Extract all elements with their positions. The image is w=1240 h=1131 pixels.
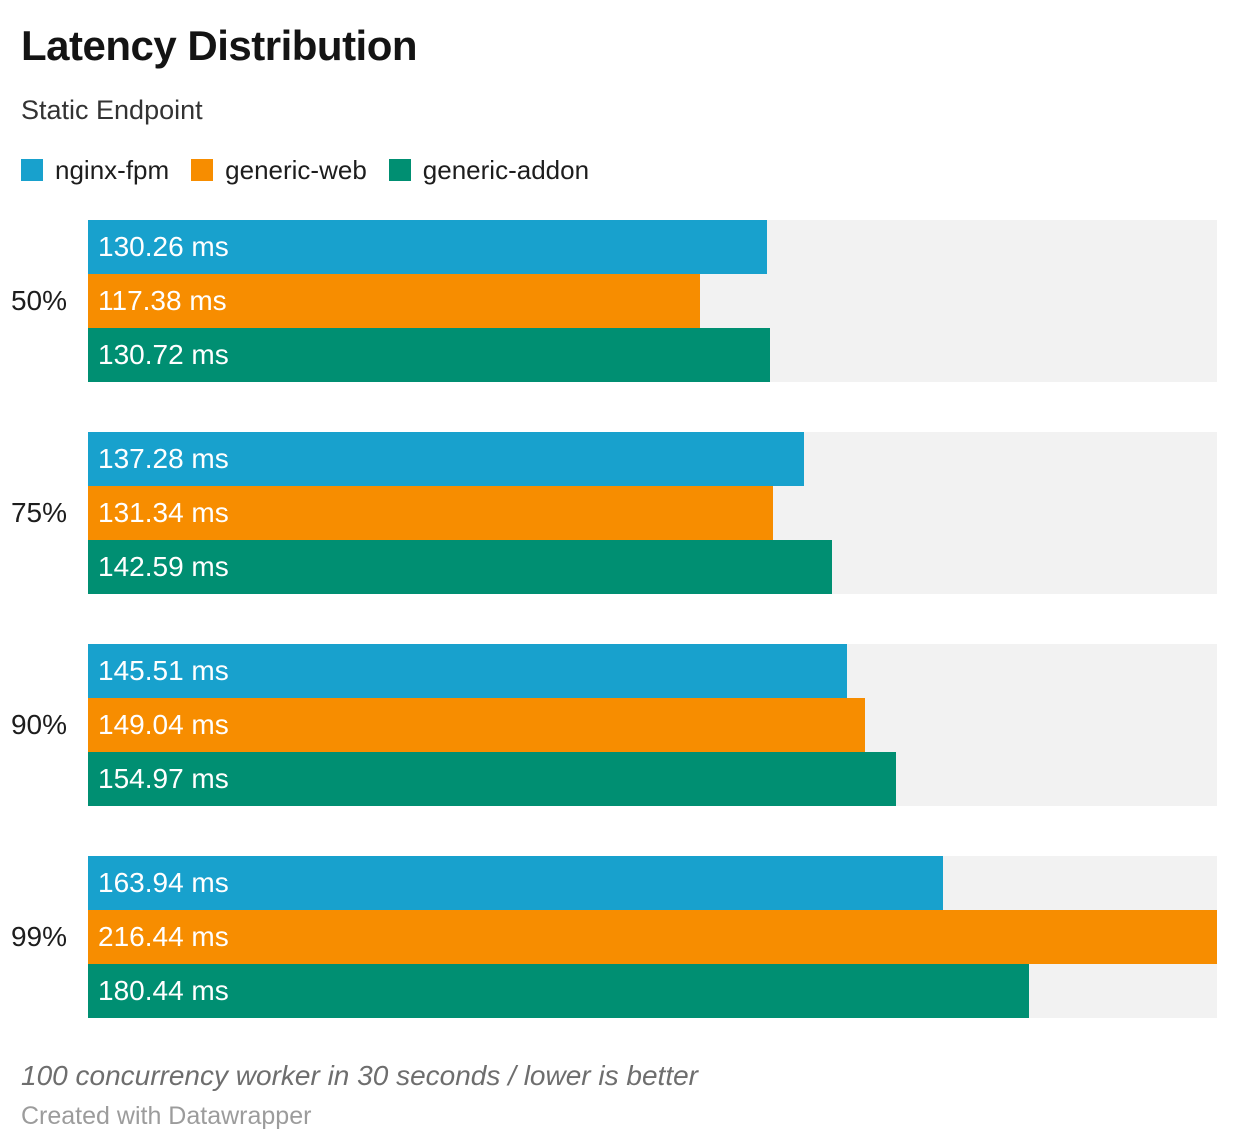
bar-value-label: 117.38 ms xyxy=(98,284,227,316)
bar-value-label: 180.44 ms xyxy=(98,974,229,1006)
bar-track-block: 145.51 ms 149.04 ms 154.97 ms xyxy=(88,643,1217,806)
bar-value-label: 142.59 ms xyxy=(98,550,229,582)
category-label: 90% xyxy=(11,709,88,741)
legend-label: nginx-fpm xyxy=(55,154,170,185)
chart-subtitle: Static Endpoint xyxy=(21,95,203,126)
bar-value-label: 149.04 ms xyxy=(98,708,229,740)
bar-generic-web: 216.44 ms xyxy=(88,909,1217,964)
bar-generic-web: 131.34 ms xyxy=(88,485,774,540)
bar-value-label: 130.26 ms xyxy=(98,230,229,262)
legend: nginx-fpm generic-web generic-addon xyxy=(21,155,1217,186)
percentile-group: 75% 137.28 ms 131.34 ms 142.59 ms xyxy=(11,431,1217,594)
bar-track: 142.59 ms xyxy=(88,539,1217,594)
bar-track: 154.97 ms xyxy=(88,751,1217,806)
bar-track: 131.34 ms xyxy=(88,485,1217,540)
bar-generic-addon: 180.44 ms xyxy=(88,963,1030,1018)
bar-value-label: 145.51 ms xyxy=(98,654,229,686)
legend-item: generic-web xyxy=(191,155,367,186)
bar-generic-web: 117.38 ms xyxy=(88,273,701,328)
bar-chart: 50% 130.26 ms 117.38 ms 130.72 ms 75% 137.28 … xyxy=(11,219,1217,1018)
footnote: 100 concurrency worker in 30 seconds / l… xyxy=(21,1059,698,1091)
bar-track: 130.26 ms xyxy=(88,219,1217,274)
bar-nginx-fpm: 163.94 ms xyxy=(88,855,944,910)
bar-track: 137.28 ms xyxy=(88,431,1217,486)
bar-value-label: 216.44 ms xyxy=(98,920,229,952)
category-label-text: 99% xyxy=(10,920,67,952)
category-label-text: 90% xyxy=(10,708,67,740)
bar-generic-addon: 142.59 ms xyxy=(88,539,832,594)
category-label: 99% xyxy=(11,921,88,953)
legend-item: nginx-fpm xyxy=(21,155,169,186)
bar-generic-web: 149.04 ms xyxy=(88,697,866,752)
percentile-group: 99% 163.94 ms 216.44 ms 180.44 ms xyxy=(11,855,1217,1018)
bar-track: 130.72 ms xyxy=(88,327,1217,382)
bar-value-label: 130.72 ms xyxy=(98,338,229,370)
chart-title: Latency Distribution xyxy=(21,22,418,69)
bar-track: 117.38 ms xyxy=(88,273,1217,328)
bar-value-label: 137.28 ms xyxy=(98,442,229,474)
legend-item: generic-addon xyxy=(388,154,590,186)
legend-swatch-icon xyxy=(388,159,411,182)
bar-track-block: 130.26 ms 117.38 ms 130.72 ms xyxy=(88,219,1217,382)
bar-generic-addon: 154.97 ms xyxy=(88,751,897,806)
bar-nginx-fpm: 145.51 ms xyxy=(88,643,847,698)
percentile-group: 90% 145.51 ms 149.04 ms 154.97 ms xyxy=(11,643,1217,806)
bar-track: 145.51 ms xyxy=(88,643,1217,698)
bar-track-block: 137.28 ms 131.34 ms 142.59 ms xyxy=(88,431,1217,594)
legend-label: generic-addon xyxy=(422,154,590,185)
legend-swatch-icon xyxy=(21,159,43,182)
bar-value-label: 154.97 ms xyxy=(98,762,229,794)
bar-track-block: 163.94 ms 216.44 ms 180.44 ms xyxy=(88,855,1217,1018)
bar-track: 216.44 ms xyxy=(88,909,1217,964)
category-label-text: 75% xyxy=(10,496,67,528)
bar-track: 163.94 ms xyxy=(88,855,1217,910)
category-label: 75% xyxy=(11,497,88,529)
bar-track: 180.44 ms xyxy=(88,963,1217,1018)
bar-track: 149.04 ms xyxy=(88,697,1217,752)
attribution-line: Created with Datawrapper xyxy=(21,1101,312,1130)
category-label-text: 50% xyxy=(10,284,67,316)
bar-value-label: 163.94 ms xyxy=(98,866,229,898)
bar-generic-addon: 130.72 ms xyxy=(88,327,770,382)
category-label: 50% xyxy=(11,285,88,317)
bar-nginx-fpm: 137.28 ms xyxy=(88,431,805,486)
legend-label: generic-web xyxy=(225,154,367,185)
legend-swatch-icon xyxy=(191,159,214,182)
bar-value-label: 131.34 ms xyxy=(98,496,229,528)
percentile-group: 50% 130.26 ms 117.38 ms 130.72 ms xyxy=(11,219,1217,382)
bar-nginx-fpm: 130.26 ms xyxy=(88,219,768,274)
